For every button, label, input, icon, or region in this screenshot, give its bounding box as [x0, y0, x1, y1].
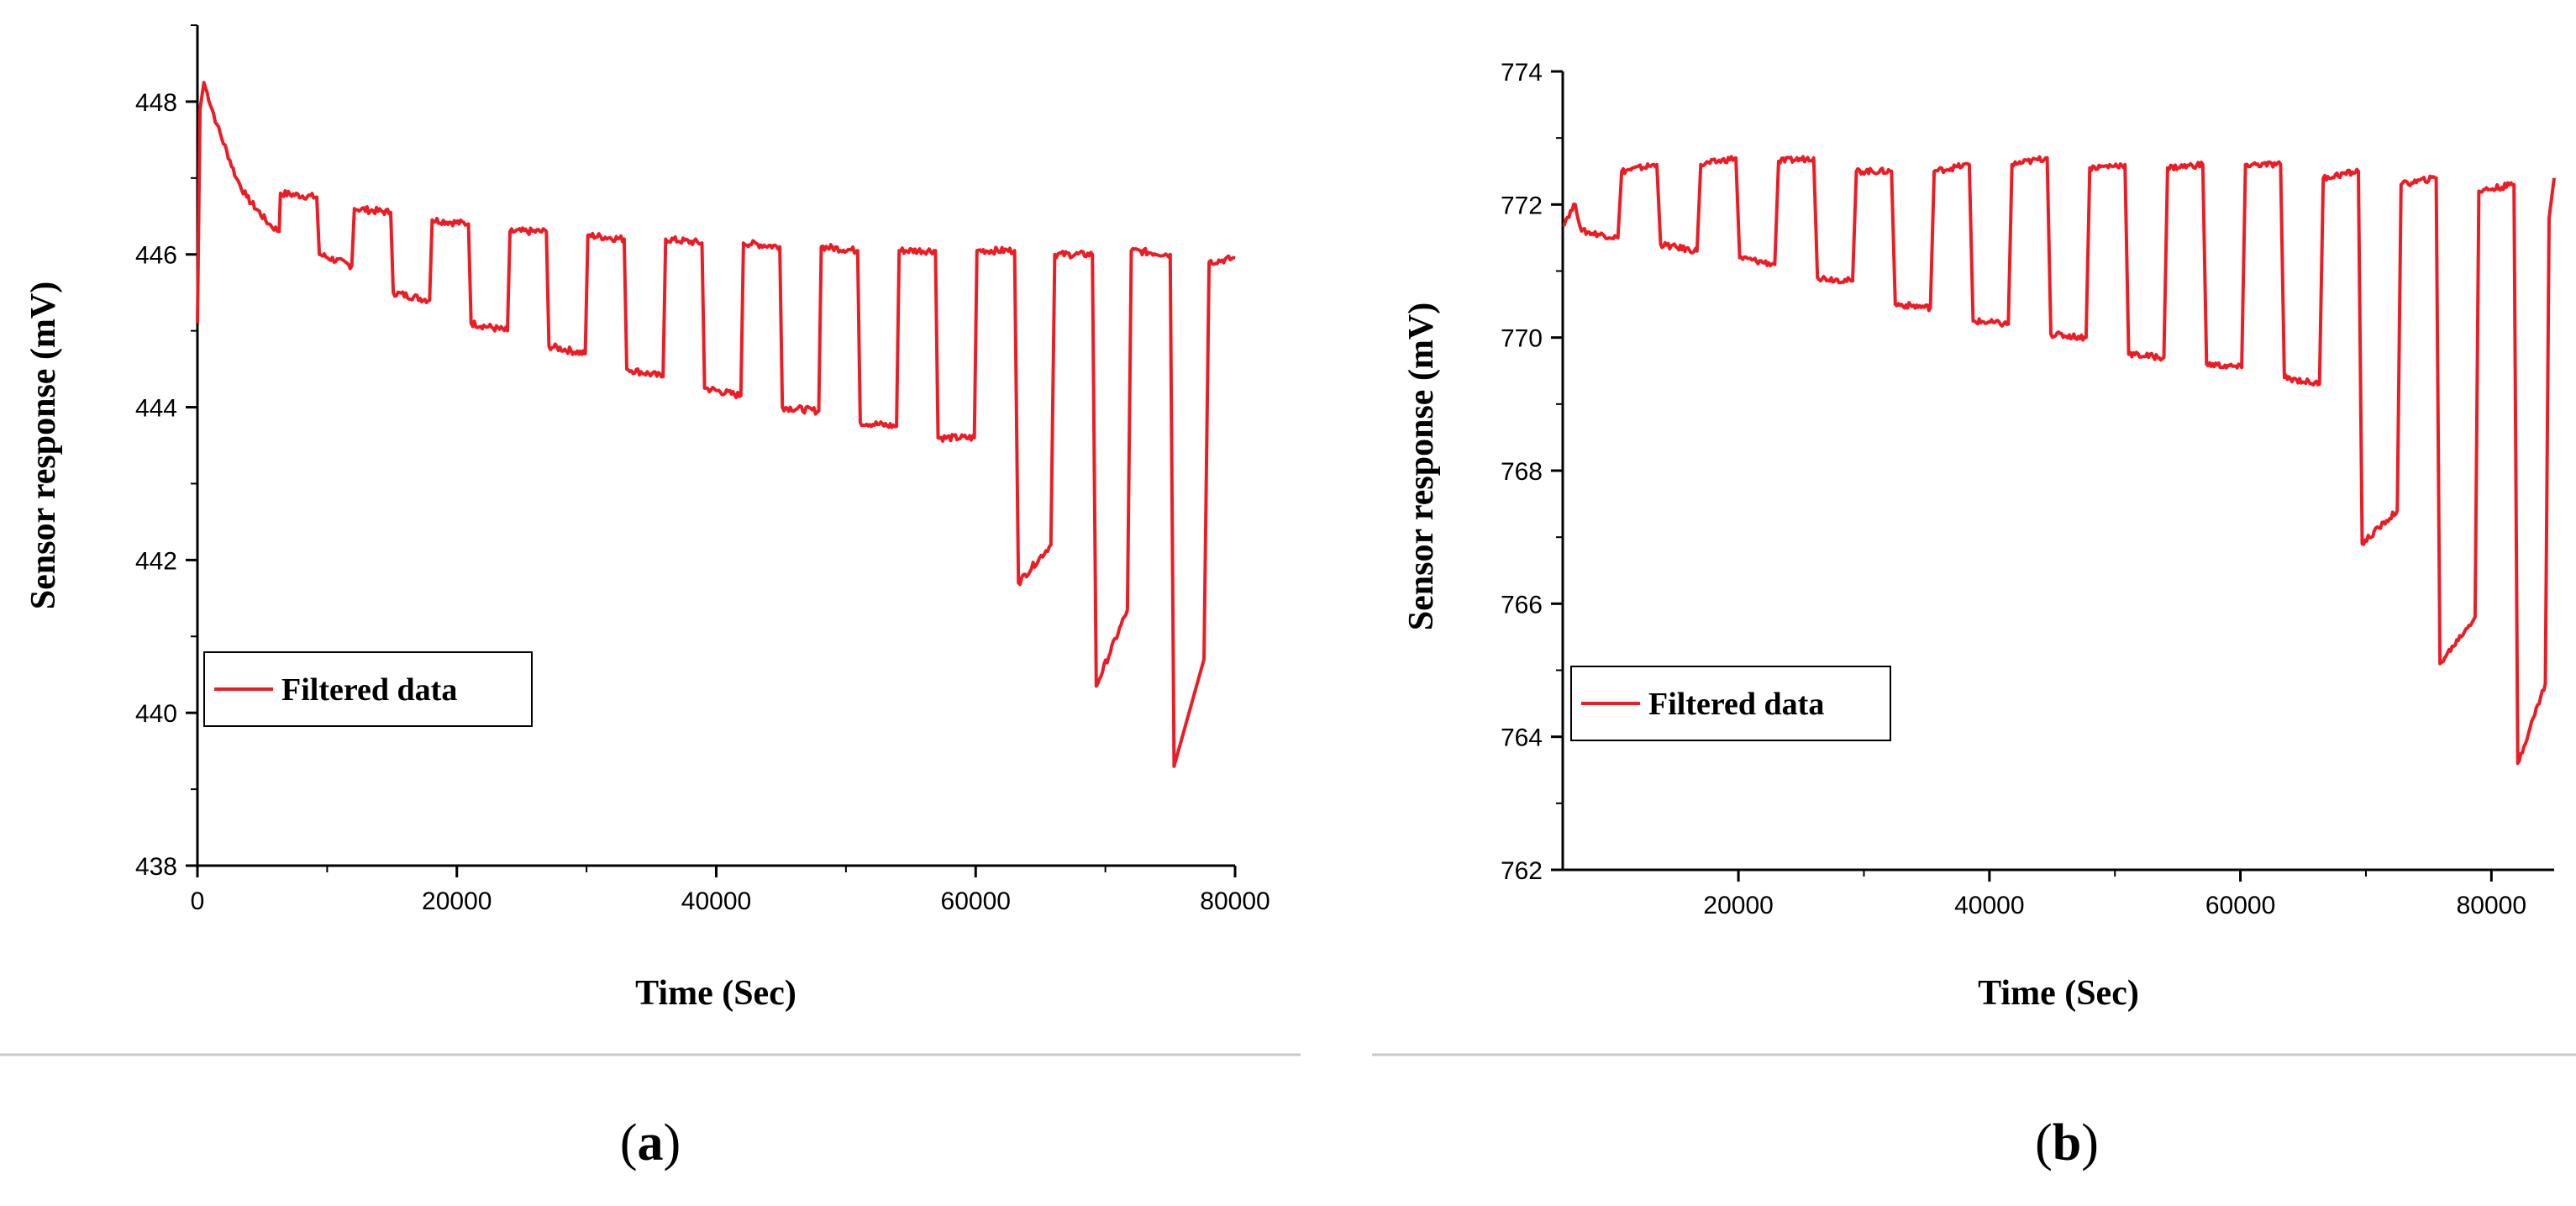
caption-a-letter: a [638, 1114, 664, 1172]
x-tick-label-b-80000: 80000 [2457, 892, 2526, 919]
y-tick-label-b-772: 772 [1501, 192, 1543, 219]
legend-label-b: Filtered data [1648, 687, 1824, 722]
y-tick-label-b-764: 764 [1501, 724, 1543, 752]
x-axis-title-a: Time (Sec) [635, 974, 796, 1013]
y-tick-label-a-444: 444 [135, 395, 177, 423]
x-tick-label-a-20000: 20000 [422, 887, 492, 915]
x-tick-label-b-20000: 20000 [1703, 892, 1773, 919]
y-tick-label-b-762: 762 [1501, 857, 1543, 885]
legend-b: Filtered data [1570, 666, 1891, 741]
series-line-filtered-data-a [196, 81, 1236, 768]
y-tick-label-a-448: 448 [135, 89, 177, 117]
y-tick-label-b-774: 774 [1501, 59, 1543, 87]
y-tick-label-a-438: 438 [135, 853, 177, 881]
caption-a-open: ( [620, 1114, 638, 1172]
x-axis-title-b: Time (Sec) [1978, 974, 2139, 1013]
y-tick-label-a-440: 440 [135, 700, 177, 728]
series-line-filtered-data-b [1562, 155, 2556, 766]
y-tick-label-b-768: 768 [1501, 458, 1543, 486]
legend-a: Filtered data [203, 651, 533, 727]
legend-label-a: Filtered data [281, 672, 457, 708]
x-tick-label-b-40000: 40000 [1954, 892, 2024, 919]
plot-area-b [1563, 71, 2554, 870]
y-axis-title-b: Sensor response (mV) [1402, 303, 1441, 630]
x-tick-label-a-0: 0 [191, 887, 205, 915]
y-tick-label-b-770: 770 [1501, 325, 1543, 353]
chart-panel-b: 762 764 766 768 770 772 774 20000 40000 60000 8000… [1402, 59, 2556, 1013]
caption-b-close: ) [2081, 1114, 2099, 1172]
ticks-group-a: 438 440 442 444 446 448 0 20000 40000 60000 80000 [135, 24, 1270, 915]
x-tick-label-a-40000: 40000 [681, 887, 751, 915]
y-axis-title-a: Sensor response (mV) [24, 282, 63, 609]
x-tick-label-a-60000: 60000 [941, 887, 1011, 915]
x-tick-label-a-80000: 80000 [1200, 887, 1270, 915]
caption-a-close: ) [664, 1114, 681, 1172]
caption-b-letter: b [2053, 1114, 2081, 1172]
y-tick-label-b-766: 766 [1501, 591, 1543, 619]
caption-b-open: ( [2035, 1114, 2053, 1172]
ticks-group-b: 762 764 766 768 770 772 774 20000 40000 60000 8000… [1501, 59, 2526, 919]
caption-a: (a) [620, 1114, 681, 1172]
caption-b: (b) [2035, 1114, 2099, 1172]
x-tick-label-b-60000: 60000 [2205, 892, 2275, 919]
y-tick-label-a-446: 446 [135, 242, 177, 270]
y-tick-label-a-442: 442 [135, 547, 177, 575]
plot-area-a [197, 25, 1235, 866]
